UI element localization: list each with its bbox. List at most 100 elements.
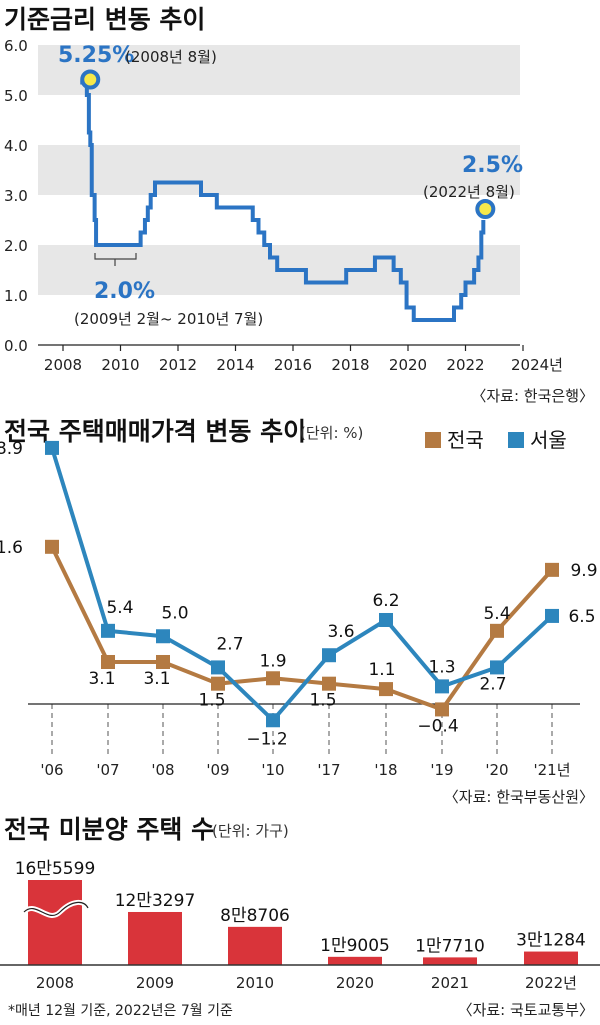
rate-source: 〈자료: 한국은행〉 — [471, 387, 594, 405]
price-x-tick-label: '19 — [430, 761, 453, 779]
rate-band-1 — [38, 145, 520, 195]
rate-y-tick-label: 0.0 — [4, 337, 28, 355]
price-value-label: −0.4 — [417, 716, 458, 736]
rate-y-axis: 0.0 1.0 2.0 3.0 4.0 5.0 6.0 — [4, 37, 28, 355]
unsold-bars: 16만5599 12만3297 8만8706 1만9005 1만7710 3만1284 — [15, 859, 586, 965]
unsold-footnote: *매년 12월 기준, 2022년은 7월 기준 — [8, 1003, 233, 1019]
price-point-national — [211, 676, 225, 691]
price-line-national — [50, 545, 554, 712]
legend-swatch-seoul — [508, 432, 524, 448]
price-x-tick-label: '21년 — [533, 761, 570, 779]
price-value-label: 1.9 — [259, 651, 286, 671]
price-x-tick-label: '09 — [206, 761, 229, 779]
rate-current-date: (2022년 8월) — [423, 183, 515, 201]
unsold-chart-title: 전국 미분양 주택 수 — [4, 815, 214, 844]
rate-high-label: 5.25% — [58, 43, 134, 68]
price-x-tick-label: '10 — [261, 761, 284, 779]
unsold-chart: 전국 미분양 주택 수 (단위: 가구) 16만5599 12만3297 8만870… — [0, 815, 600, 1019]
unsold-bar — [228, 926, 282, 965]
price-point-national — [266, 671, 280, 686]
unsold-value-label: 8만8706 — [220, 906, 290, 926]
price-series — [45, 440, 559, 728]
price-point-seoul — [266, 713, 280, 728]
price-point-seoul — [45, 440, 59, 455]
unsold-x-tick-label: 2008 — [36, 974, 74, 992]
price-value-label: 3.1 — [88, 669, 115, 689]
unsold-value-label: 1만7710 — [415, 936, 485, 956]
price-source: 〈자료: 한국부동산원〉 — [444, 788, 594, 806]
rate-y-tick-label: 6.0 — [4, 37, 28, 55]
price-value-label: 3.1 — [143, 669, 170, 689]
rate-x-tick-label: 2024년 — [511, 356, 563, 374]
price-point-seoul — [545, 608, 559, 623]
price-line-seoul — [50, 447, 554, 724]
price-point-national — [45, 539, 59, 554]
price-value-label: 5.4 — [483, 604, 510, 624]
unsold-source: 〈자료: 국토교통부〉 — [458, 1001, 594, 1019]
rate-y-tick-label: 3.0 — [4, 187, 28, 205]
price-point-national — [545, 562, 559, 577]
unsold-unit: (단위: 가구) — [212, 822, 289, 840]
rate-y-tick-label: 2.0 — [4, 237, 28, 255]
unsold-x-axis: 2008 2009 2010 2020 2021 2022년 — [36, 974, 577, 992]
unsold-value-label: 3만1284 — [516, 931, 586, 951]
rate-chart-title: 기준금리 변동 추이 — [4, 5, 205, 34]
price-value-label: −1.2 — [246, 729, 287, 749]
rate-low-range: (2009년 2월~ 2010년 7월) — [74, 310, 263, 328]
unsold-value-label: 16만5599 — [15, 859, 96, 879]
price-point-seoul — [211, 660, 225, 675]
price-chart: 전국 주택매매가격 변동 추이 (단위: %) 전국 서울 11.63.13.1… — [0, 417, 598, 806]
rate-y-tick-label: 1.0 — [4, 287, 28, 305]
rate-x-tick-label: 2016 — [274, 356, 312, 374]
price-value-label: 6.2 — [372, 591, 399, 611]
legend-swatch-national — [425, 432, 441, 448]
price-x-axis: '06 '07 '08 '09 '10 '17 '18 '19 '20 '21년 — [40, 761, 570, 779]
rate-y-tick-label: 4.0 — [4, 137, 28, 155]
legend-label-seoul: 서울 — [530, 428, 567, 452]
rate-low-bracket — [94, 253, 137, 266]
price-value-label: 3.6 — [327, 622, 354, 642]
unsold-x-tick-label: 2021 — [431, 974, 469, 992]
unsold-bar — [524, 951, 578, 965]
rate-x-tick-label: 2010 — [101, 356, 139, 374]
rate-x-tick-label: 2022 — [446, 356, 484, 374]
price-x-tick-label: '20 — [485, 761, 508, 779]
price-point-seoul — [435, 679, 449, 694]
unsold-bar — [328, 956, 382, 965]
price-value-label: 5.0 — [161, 603, 188, 623]
price-value-labels: 11.6 3.1 3.1 1.5 1.9 1.5 1.1 −0.4 5.4 9.9 18.9 5.4 5… — [0, 439, 598, 749]
axis-break-outline — [23, 901, 89, 916]
price-value-label: 1.5 — [309, 691, 336, 711]
unsold-value-label: 1만9005 — [320, 936, 390, 956]
unsold-bar — [28, 880, 82, 965]
rate-x-tick-label: 2012 — [159, 356, 197, 374]
rate-x-tick-label: 2008 — [44, 356, 82, 374]
price-point-seoul — [490, 660, 504, 675]
rate-current-marker — [475, 199, 496, 219]
rate-band-0 — [38, 45, 520, 95]
rate-grid-bands — [38, 45, 520, 295]
price-value-label: 11.6 — [0, 538, 23, 558]
rate-chart: 기준금리 변동 추이 0.0 1.0 2.0 3.0 4.0 5.0 6.0 2008 201… — [4, 5, 594, 405]
price-point-national — [379, 682, 393, 697]
price-value-label: 1.1 — [368, 660, 395, 680]
price-value-label: 1.5 — [198, 691, 225, 711]
rate-high-date: (2008년 8월) — [125, 48, 217, 66]
price-point-national — [435, 702, 449, 717]
price-value-label: 9.9 — [570, 561, 597, 581]
price-value-label: 6.5 — [568, 607, 595, 627]
unsold-value-label: 12만3297 — [115, 891, 196, 911]
unsold-x-tick-label: 2022년 — [525, 974, 577, 992]
price-value-label: 2.7 — [216, 634, 243, 654]
price-x-tick-label: '18 — [374, 761, 397, 779]
price-x-tick-label: '17 — [317, 761, 340, 779]
unsold-x-tick-label: 2020 — [336, 974, 374, 992]
price-unit: (단위: %) — [300, 424, 363, 442]
price-x-tick-label: '06 — [40, 761, 63, 779]
price-point-seoul — [156, 629, 170, 644]
price-point-seoul — [379, 612, 393, 627]
unsold-x-tick-label: 2010 — [236, 974, 274, 992]
rate-high-marker — [80, 69, 101, 90]
rate-line — [80, 80, 486, 322]
price-value-label: 5.4 — [106, 598, 133, 618]
